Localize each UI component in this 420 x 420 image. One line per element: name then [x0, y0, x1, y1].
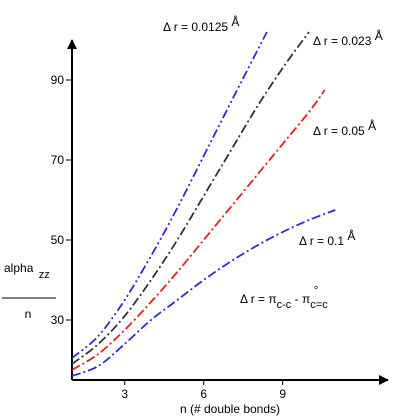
label-dr-0.05: Δ r = 0.05 Å	[313, 118, 376, 138]
series-line-1	[71, 31, 310, 365]
y-tick-label: 50	[51, 233, 65, 247]
series-layer	[71, 31, 336, 377]
x-axis-title: n (# double bonds)	[180, 402, 280, 416]
y-tick-label: 30	[51, 313, 65, 327]
ticks: 3 6 9 30 50 70 90	[51, 73, 287, 401]
y-axis-title-sub: zz	[39, 269, 50, 281]
y-axis-title: alpha zz n	[2, 261, 56, 321]
x-tick-label: 3	[121, 387, 128, 401]
y-axis-title-top: alpha	[4, 261, 34, 275]
svg-text:alpha zz: alpha zz	[4, 261, 50, 281]
x-tick-label: 9	[279, 387, 286, 401]
x-tick-label: 6	[200, 387, 207, 401]
label-dr-0.0125: Δ r = 0.0125 Å	[163, 14, 239, 34]
label-dr-0.1: Δ r = 0.1 Å	[299, 228, 355, 248]
label-dr-0.023: Δ r = 0.023 Å	[313, 28, 383, 48]
y-tick-label: 70	[51, 153, 65, 167]
series-line-3	[71, 209, 336, 377]
label-dr-definition: Δ r = πc-c - πc=c°	[240, 283, 328, 311]
y-tick-label: 90	[51, 73, 65, 87]
series-line-2	[71, 89, 326, 371]
series-line-0	[71, 31, 268, 359]
y-axis-title-bottom: n	[25, 307, 32, 321]
